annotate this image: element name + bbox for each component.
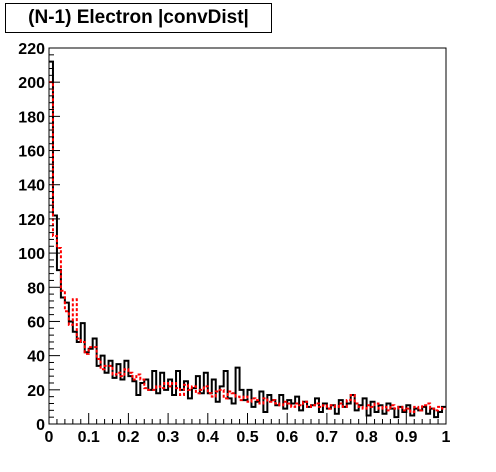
x-tick-label-8: 0.8 <box>355 429 377 446</box>
y-tick-label-3: 60 <box>27 314 45 331</box>
series-line-2 <box>49 81 446 414</box>
x-tick-label-0: 0 <box>45 429 54 446</box>
y-tick-label-2: 40 <box>27 349 45 366</box>
y-tick-label-0: 0 <box>36 417 45 434</box>
plot-frame <box>48 47 447 425</box>
chart-title: (N-1) Electron |convDist| <box>28 7 249 28</box>
series-line-1 <box>49 60 446 419</box>
x-tick-label-1: 0.1 <box>78 429 100 446</box>
x-tick-label-4: 0.4 <box>197 429 219 446</box>
series-layer <box>49 60 446 419</box>
y-tick-label-6: 120 <box>18 212 45 229</box>
y-tick-label-8: 160 <box>18 144 45 161</box>
x-tick-label-9: 0.9 <box>395 429 417 446</box>
y-tick-label-1: 20 <box>27 383 45 400</box>
y-tick-label-11: 220 <box>18 41 45 58</box>
y-tick-label-9: 180 <box>18 109 45 126</box>
x-tick-label-3: 0.3 <box>157 429 179 446</box>
x-tick-label-10: 1 <box>442 429 451 446</box>
y-tick-label-10: 200 <box>18 75 45 92</box>
y-tick-label-4: 80 <box>27 280 45 297</box>
x-tick-label-2: 0.2 <box>117 429 139 446</box>
x-tick-label-6: 0.6 <box>276 429 298 446</box>
y-tick-label-5: 100 <box>18 246 45 263</box>
chart-title-box: (N-1) Electron |convDist| <box>5 3 272 33</box>
y-tick-label-7: 140 <box>18 178 45 195</box>
x-tick-label-5: 0.5 <box>236 429 258 446</box>
axis-layer: 0 0.1 0.2 0.3 0.4 0.5 0.6 0.7 0.8 0.9 1 0 20 40 60 80 10… <box>18 41 450 446</box>
x-tick-label-7: 0.7 <box>316 429 338 446</box>
